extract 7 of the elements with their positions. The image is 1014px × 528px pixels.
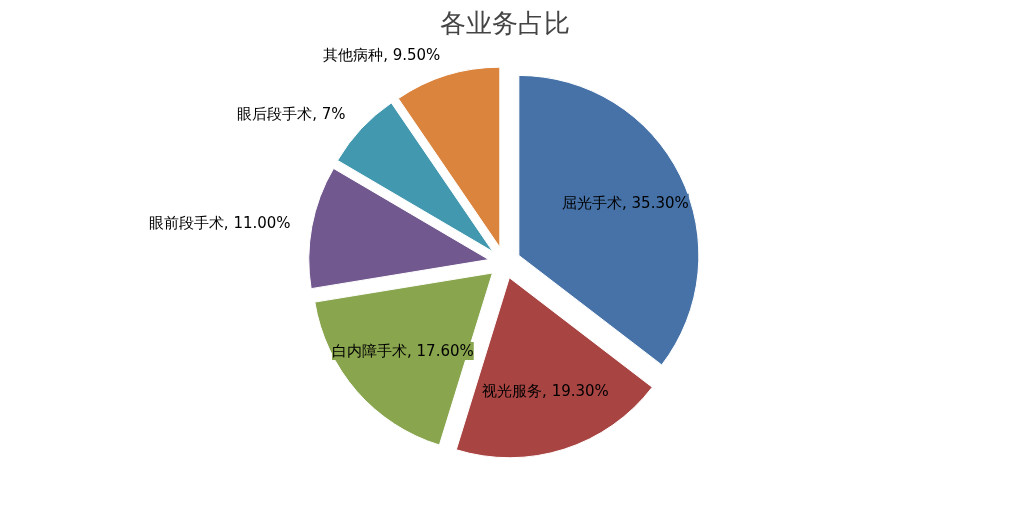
chart-title: 各业务占比: [439, 7, 570, 38]
slice-label: 眼前段手术, 11.00%: [148, 213, 291, 232]
slice-label: 视光服务, 19.30%: [482, 381, 609, 400]
slice-label: 眼后段手术, 7%: [237, 104, 346, 123]
slice-label: 白内障手术, 17.60%: [332, 342, 474, 361]
slice-label: 屈光手术, 35.30%: [562, 193, 689, 212]
slice-label: 其他病种, 9.50%: [323, 45, 441, 64]
